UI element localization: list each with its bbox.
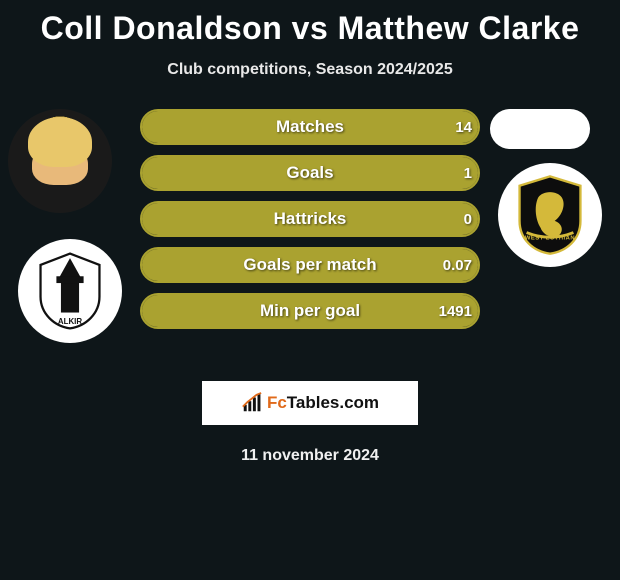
svg-text:WEST LOTHIAN: WEST LOTHIAN xyxy=(525,236,575,242)
brand-text-prefix: Fc xyxy=(267,393,287,412)
stat-label: Matches xyxy=(140,109,480,145)
stat-label: Min per goal xyxy=(140,293,480,329)
brand-text: FcTables.com xyxy=(267,393,379,413)
snapshot-date: 11 november 2024 xyxy=(0,447,620,465)
shield-tower-icon: ALKIR xyxy=(36,251,104,331)
stat-label: Goals xyxy=(140,155,480,191)
stat-bars: Matches14 Goals1 Hattricks0 Goals per match… xyxy=(140,109,480,339)
comparison-title: Coll Donaldson vs Matthew Clarke xyxy=(0,0,620,47)
team-right-badge: WEST LOTHIAN xyxy=(498,163,602,267)
bar-chart-icon xyxy=(241,392,263,414)
stat-value-left: 1491 xyxy=(439,293,472,329)
player-left-avatar xyxy=(8,109,112,213)
stat-value-left: 1 xyxy=(464,155,472,191)
stat-row: Matches14 xyxy=(140,109,480,145)
stat-label: Hattricks xyxy=(140,201,480,237)
comparison-subtitle: Club competitions, Season 2024/2025 xyxy=(0,61,620,79)
svg-text:ALKIR: ALKIR xyxy=(58,317,82,326)
shield-lion-icon: WEST LOTHIAN xyxy=(513,174,587,256)
stat-value-left: 0.07 xyxy=(443,247,472,283)
stat-value-left: 14 xyxy=(455,109,472,145)
stat-row: Goals per match0.07 xyxy=(140,247,480,283)
stat-row: Hattricks0 xyxy=(140,201,480,237)
brand-badge: FcTables.com xyxy=(202,381,418,425)
stat-row: Min per goal1491 xyxy=(140,293,480,329)
team-left-badge: ALKIR xyxy=(18,239,122,343)
stat-label: Goals per match xyxy=(140,247,480,283)
brand-text-suffix: Tables.com xyxy=(287,393,379,412)
comparison-body: ALKIR WEST LOTHIAN Matches14 Goals1 Hattri… xyxy=(0,109,620,369)
player-right-avatar xyxy=(490,109,590,149)
stat-row: Goals1 xyxy=(140,155,480,191)
stat-value-left: 0 xyxy=(464,201,472,237)
